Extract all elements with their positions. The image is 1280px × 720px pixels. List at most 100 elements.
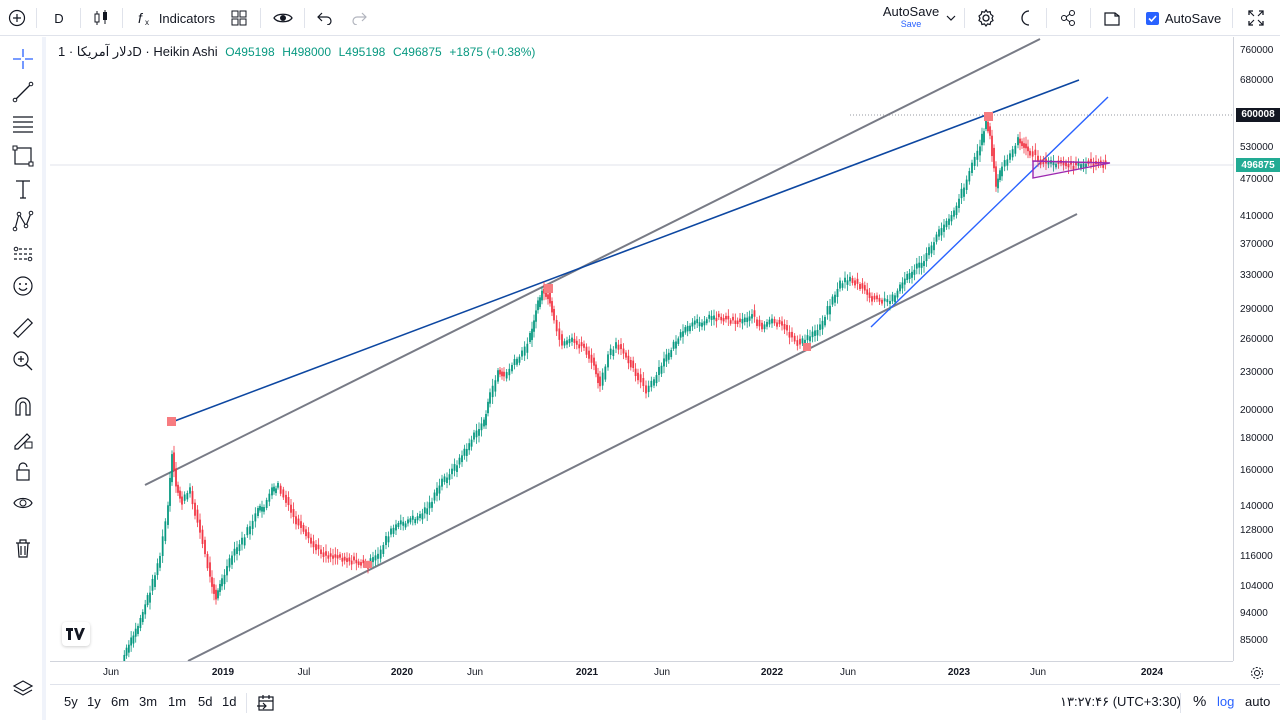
candle-body [226,566,228,576]
candle-body [999,170,1001,181]
candle-body [776,322,778,327]
chevron-down-icon[interactable] [944,0,958,36]
autosave-menu[interactable]: AutoSave Save [878,4,944,32]
magnet-icon[interactable] [8,391,38,421]
candle-body [473,432,475,440]
candle-body [217,590,219,599]
candle-body [127,644,130,653]
range-3m[interactable]: 3m [139,694,158,709]
layouts-icon[interactable] [226,0,252,36]
candle-body [277,482,279,488]
interval-button[interactable]: D [54,10,64,26]
candle-body [639,374,642,383]
candle-body [343,556,346,561]
candle-body [824,316,826,326]
prediction-icon[interactable] [8,239,38,269]
lock-drawings-icon[interactable] [8,424,38,454]
object-tree-icon[interactable] [8,674,38,704]
undo-icon[interactable] [312,0,338,36]
lock-icon[interactable] [8,456,38,486]
candle-body [871,296,873,302]
price-chart[interactable] [50,37,1233,668]
clock-timezone[interactable]: ۱۳:۲۷:۴۶ (UTC+3:30) [1060,694,1181,709]
axis-settings-icon[interactable] [1244,664,1270,682]
candles-icon[interactable] [88,0,114,36]
pattern-icon[interactable] [8,206,38,236]
candle-body [693,320,696,325]
candle-body [341,557,344,562]
candle-body [1014,145,1017,154]
snapshot-icon[interactable] [1098,0,1126,36]
candle-body [811,331,814,338]
price-axis-label: 410000 [1240,211,1274,223]
indicators-button[interactable]: Indicators [158,10,216,26]
candle-body [416,516,419,521]
ruler-icon[interactable] [8,313,38,343]
legend-title[interactable]: دلار آمریکا · 1D · Heikin Ashi [58,44,218,59]
chart-pane[interactable]: دلار آمریکا · 1D · Heikin Ashi O495198 H… [50,37,1233,668]
price-axis[interactable]: 760000 680000 600008 530000 496875 470000 4100… [1233,37,1280,661]
candle-body [846,280,849,285]
zoom-icon[interactable] [8,346,38,376]
candle-body [834,294,836,303]
text-icon[interactable] [8,174,38,204]
candle-body [201,529,204,544]
candle-body [414,519,417,524]
range-1y[interactable]: 1y [87,694,101,709]
range-1m[interactable]: 1m [168,694,187,709]
candle-body [171,454,173,483]
range-5d[interactable]: 5d [198,694,213,709]
candle-body [568,338,571,344]
channel-upper-line [144,38,1041,486]
candle-body [295,516,297,525]
auto-toggle[interactable]: auto [1245,694,1271,709]
log-toggle[interactable]: log [1217,694,1235,709]
rectangle-icon[interactable] [8,141,38,171]
candle-body [987,121,989,132]
candle-body [675,341,677,349]
trash-icon[interactable] [8,533,38,563]
range-5y[interactable]: 5y [64,694,78,709]
eye-icon[interactable] [270,0,296,36]
pivot-low-marker-2019 [364,561,372,568]
candle-body [463,448,466,456]
candle-body [933,242,935,251]
crosshair-icon[interactable] [8,44,38,74]
candle-body [199,519,201,533]
candle-body [238,544,241,552]
fullscreen-icon[interactable] [1242,0,1270,36]
fib-icon[interactable] [8,109,38,139]
emoji-icon[interactable] [8,271,38,301]
candle-body [663,358,665,367]
candle-body [670,350,673,358]
goto-date-icon[interactable] [256,693,276,718]
candle-body [948,218,950,225]
range-1d[interactable]: 1d [222,694,237,709]
candle-body [768,319,771,325]
autosave-checkbox[interactable] [1144,0,1160,36]
moon-icon[interactable] [1012,0,1040,36]
candle-body [1037,155,1039,162]
candle-body [1052,161,1055,166]
eye-visibility-icon[interactable] [8,488,38,518]
candle-body [249,526,251,535]
redo-icon[interactable] [346,0,372,36]
candle-body [607,354,609,368]
range-6m[interactable]: 6m [111,694,130,709]
add-symbol-icon[interactable] [4,0,30,36]
time-axis-label: Jun [1029,667,1047,678]
candle-body [204,539,206,555]
tradingview-logo[interactable] [62,622,90,646]
settings-icon[interactable] [972,0,1000,36]
trendline-icon[interactable] [8,77,38,107]
svg-text:x: x [145,18,149,27]
share-icon[interactable] [1054,0,1082,36]
candle-body [461,455,463,463]
candle-body [851,278,854,284]
percent-toggle[interactable]: % [1193,693,1207,710]
candle-body [597,373,599,384]
time-axis[interactable]: Jun 2019 Jul 2020 Jun 2021 Jun 2022 Jun 2023 Jun 20… [50,661,1233,683]
candle-body [489,392,491,404]
candle-body [995,166,997,187]
